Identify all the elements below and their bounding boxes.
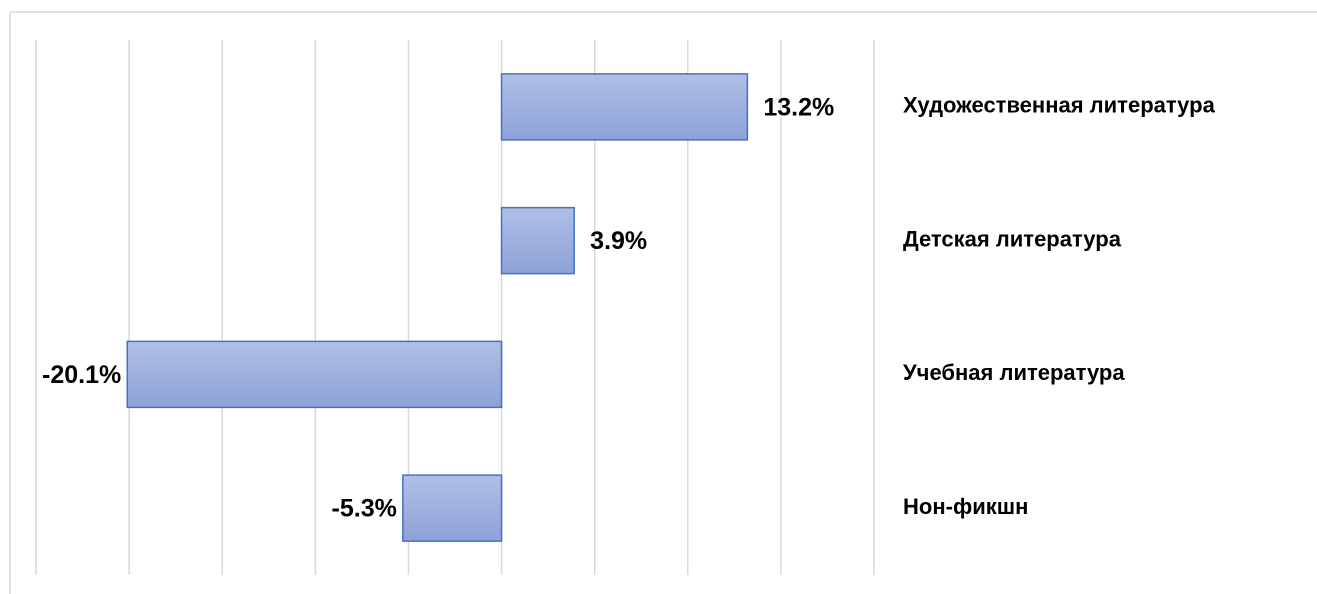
- category-label: Художественная литература: [903, 93, 1216, 118]
- category-label: Учебная литература: [903, 360, 1125, 385]
- value-label: -20.1%: [42, 361, 121, 389]
- category-label: Детская литература: [903, 226, 1122, 251]
- value-label: 13.2%: [763, 93, 834, 121]
- bar: [402, 474, 503, 542]
- bar: [126, 340, 503, 409]
- category-label: Нон-фикшн: [903, 494, 1028, 519]
- value-label: -5.3%: [332, 495, 397, 523]
- bar: [500, 73, 749, 141]
- bar: [500, 206, 575, 275]
- value-label: 3.9%: [590, 227, 647, 255]
